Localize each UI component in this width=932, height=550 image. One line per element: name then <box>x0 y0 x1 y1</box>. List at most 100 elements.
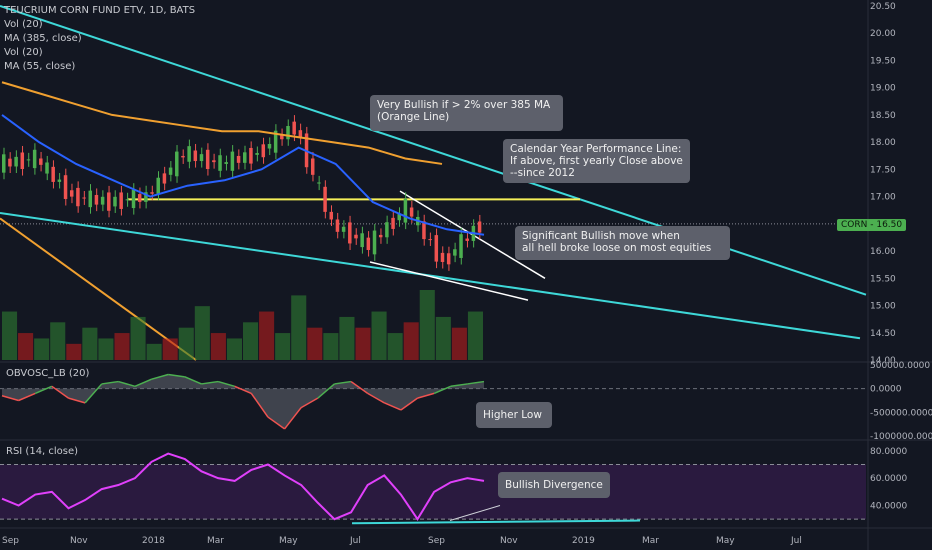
volume-bar <box>178 327 194 360</box>
price-tick-label: 17.00 <box>870 193 896 203</box>
candle-body <box>45 162 49 174</box>
rsi-title: RSI (14, close) <box>6 446 79 457</box>
volume-bar <box>259 311 275 360</box>
obv-tick-label: 500000.0000 <box>870 361 930 371</box>
price-tick-label: 17.50 <box>870 165 896 175</box>
candle-body <box>193 150 198 162</box>
candle-body <box>391 217 395 229</box>
candle-body <box>218 155 222 171</box>
candle-body <box>422 221 426 240</box>
price-tick-label: 19.00 <box>870 84 896 94</box>
candle-body <box>323 186 327 212</box>
price-tick-label: 20.00 <box>870 29 896 39</box>
ma385-line <box>1 81 443 165</box>
candle-body <box>175 151 179 177</box>
obv-line-segment <box>1 395 19 402</box>
candle-body <box>286 125 290 140</box>
obv-tick-label: -1000000.0000 <box>870 432 932 442</box>
chart-legend: TEUCRIUM CORN FUND ETV, 1D, BATS Vol (20… <box>4 4 195 74</box>
divergence-trendline <box>351 519 641 525</box>
volume-bar <box>226 338 242 360</box>
candle-body <box>187 146 191 162</box>
moving-averages <box>1 81 485 236</box>
annotation-bullish-divergence-text: Bullish Divergence <box>505 479 603 491</box>
volume-bar <box>371 311 387 360</box>
candle-body <box>329 211 334 220</box>
volume-bar <box>162 338 178 360</box>
candle-body <box>409 207 414 217</box>
obv-line-segment <box>400 397 418 411</box>
price-tick-label: 14.00 <box>870 356 896 366</box>
candle-body <box>181 155 185 158</box>
annotation-385ma[interactable]: Very Bullish if > 2% over 385 MA (Orange… <box>370 95 563 131</box>
date-tick-label: Mar <box>642 536 659 546</box>
candle-body <box>94 194 99 205</box>
candle-body <box>144 192 148 202</box>
candle-body <box>434 235 439 262</box>
ma55-line <box>1 114 485 236</box>
obv-line-segment <box>184 376 202 385</box>
volume-bars <box>2 290 483 360</box>
volume-bar <box>339 316 355 360</box>
annotation-385ma-line1: Very Bullish if > 2% over 385 MA <box>377 99 551 111</box>
volume-bar <box>194 306 210 360</box>
badge-value: 16.50 <box>876 220 903 230</box>
annotation-higher-low[interactable]: Higher Low <box>476 402 552 428</box>
candle-body <box>261 144 266 158</box>
volume-bar <box>82 327 98 360</box>
obv-line-segment <box>250 392 269 418</box>
candle-body <box>280 135 284 140</box>
date-tick-label: May <box>279 536 298 546</box>
candle-body <box>249 147 253 164</box>
divergence-pointer <box>449 505 501 522</box>
date-tick-label: Jul <box>790 536 802 546</box>
candle-body <box>212 160 216 163</box>
candle-body <box>366 237 371 250</box>
obv-line-segment <box>367 392 385 404</box>
date-tick-label: Nov <box>70 536 88 546</box>
volume-bar <box>243 322 259 360</box>
date-tick-label: Sep <box>2 536 19 546</box>
volume-bar <box>307 327 323 360</box>
candle-body <box>156 177 160 194</box>
volume-bar <box>387 333 403 360</box>
date-tick-label: 2019 <box>572 536 595 546</box>
obv-line-segment <box>151 373 169 380</box>
candle-body <box>267 143 272 149</box>
candle-body <box>39 158 43 165</box>
price-tick-label: 18.00 <box>870 138 896 148</box>
date-tick-label: Jul <box>349 536 361 546</box>
annotation-bullish-divergence[interactable]: Bullish Divergence <box>498 472 610 498</box>
obv-line-segment <box>300 397 319 409</box>
volume-bar <box>2 311 18 360</box>
volume-bar <box>403 322 419 360</box>
obv-line-segment <box>417 392 435 399</box>
badge-symbol: CORN <box>841 220 868 230</box>
obv-line-segment <box>267 416 285 430</box>
rsi-pane: 80.0000 60.0000 40.0000 <box>0 447 907 525</box>
candle-body <box>255 153 259 155</box>
annotation-385ma-line2: (Orange Line) <box>377 111 450 123</box>
obv-pane: 500000.0000 0.0000 -500000.0000 -1000000.00… <box>0 361 932 442</box>
annotation-calendar-line[interactable]: Calendar Year Performance Line: If above… <box>503 139 690 183</box>
obv-line-segment <box>134 378 152 387</box>
date-axis: Sep Nov 2018 Mar May Jul Sep Nov 2019 Mar May Jul <box>2 536 802 546</box>
volume-bar <box>130 316 146 360</box>
volume-bar <box>355 327 371 360</box>
candle-body <box>459 234 463 258</box>
obv-line-segment <box>101 380 119 385</box>
obv-line-segment <box>18 392 36 402</box>
obv-line-segment <box>217 380 235 388</box>
descending-orange-line <box>0 217 197 361</box>
candle-body <box>236 155 241 163</box>
obv-line-segment <box>51 385 69 399</box>
candle-body <box>298 130 303 138</box>
volume-bar <box>18 333 34 360</box>
candle-body <box>88 190 93 208</box>
annotation-calendar-line2: If above, first yearly Close above <box>510 155 683 167</box>
candle-body <box>82 197 86 199</box>
annotation-bullish-move[interactable]: Significant Bullish move when all hell b… <box>515 226 730 260</box>
annotation-bullish-move-line1: Significant Bullish move when <box>522 230 680 242</box>
candle-body <box>14 156 18 167</box>
